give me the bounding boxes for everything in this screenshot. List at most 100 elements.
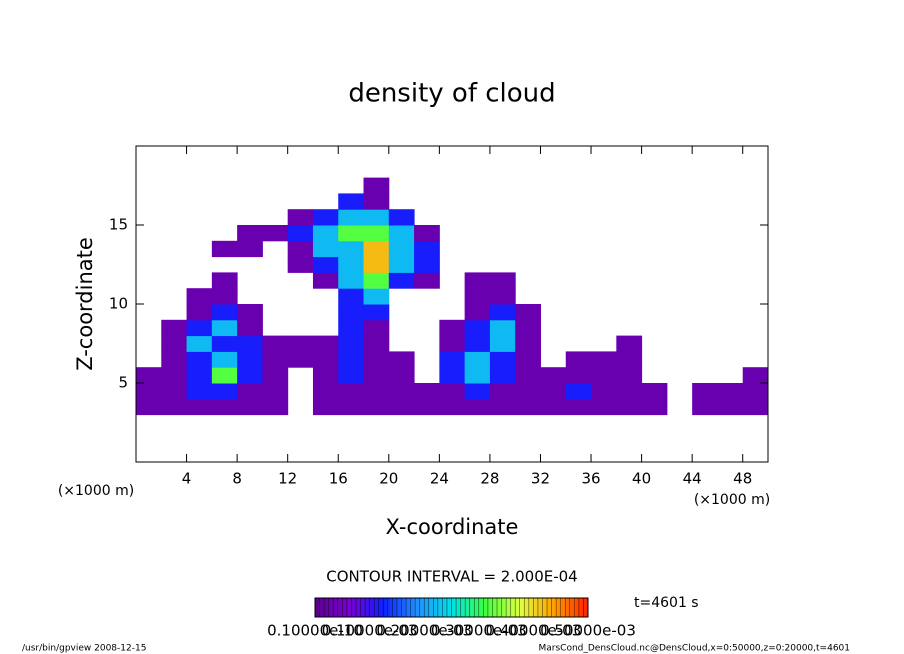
field-cell — [312, 383, 339, 400]
colorbar-label: 0.20000e-03 — [376, 622, 472, 640]
x-tick-label: 28 — [480, 470, 499, 488]
field-cell — [161, 351, 188, 368]
x-axis-label: X-coordinate — [386, 515, 519, 539]
field-cell — [363, 225, 390, 242]
field-cell — [211, 272, 238, 289]
field-cell — [186, 288, 213, 305]
x-tick-label: 44 — [683, 470, 702, 488]
field-cell — [312, 398, 339, 416]
field-cell — [287, 209, 314, 226]
colorbar-label: 0.10000e-03 — [322, 622, 418, 640]
field-cell — [515, 383, 541, 400]
field-cell — [591, 367, 617, 384]
field-cell — [262, 398, 289, 416]
field-cell — [742, 398, 769, 416]
field-cell — [237, 398, 263, 416]
field-cell — [439, 367, 466, 384]
x-tick-label: 20 — [379, 470, 398, 488]
field-cell — [186, 398, 213, 416]
field-cell — [237, 319, 263, 337]
field-cell — [591, 383, 617, 400]
field-cell — [363, 367, 390, 384]
field-cell — [489, 304, 516, 321]
field-cell — [489, 367, 516, 384]
chart-title: density of cloud — [348, 79, 555, 109]
field-cell — [616, 383, 643, 400]
field-cell — [616, 351, 643, 368]
field-cell — [464, 351, 491, 368]
y-tick-label: 5 — [118, 374, 128, 392]
field-cell — [388, 272, 415, 289]
field-cell — [237, 225, 263, 242]
field-cell — [363, 240, 390, 258]
field-cell — [363, 398, 390, 416]
field-cell — [312, 351, 339, 368]
field-cell — [161, 335, 188, 352]
field-cell — [136, 367, 162, 384]
field-cell — [312, 335, 339, 352]
x-tick-label: 16 — [329, 470, 348, 488]
field-cell — [186, 383, 213, 400]
field-cell — [388, 383, 415, 400]
field-cell — [186, 319, 213, 337]
field-cell — [262, 383, 289, 400]
field-cell — [237, 383, 263, 400]
footer-left: /usr/bin/gpview 2008-12-15 — [22, 644, 146, 654]
field-cell — [338, 335, 365, 352]
colorbar-label: 0.40000e-03 — [486, 622, 582, 640]
field-cell — [287, 240, 314, 258]
field-cell — [540, 383, 567, 400]
colorbar-label: 0.10000e-10 — [267, 622, 363, 640]
field-cell — [262, 367, 289, 384]
field-cell — [211, 240, 238, 258]
field-cell — [363, 288, 390, 305]
field-cell — [211, 335, 238, 352]
field-cell — [515, 319, 541, 337]
x-tick-label: 36 — [581, 470, 600, 488]
field-cell — [287, 225, 314, 242]
field-cell — [464, 383, 491, 400]
y-tick-label: 15 — [109, 216, 128, 234]
field-cell — [515, 398, 541, 416]
x-tick-label: 48 — [733, 470, 752, 488]
field-cell — [363, 177, 390, 194]
field-cell — [237, 304, 263, 321]
y-tick-label: 10 — [109, 295, 128, 313]
field-cell — [439, 319, 466, 337]
x-tick-label: 8 — [232, 470, 242, 488]
field-cell — [464, 319, 491, 337]
field-cell — [262, 225, 289, 242]
field-cell — [312, 240, 339, 258]
field-cell — [338, 319, 365, 337]
field-cell — [489, 335, 516, 352]
x-tick-label: 24 — [430, 470, 449, 488]
field-cell — [338, 398, 365, 416]
field-cell — [363, 193, 390, 210]
field-cell — [211, 383, 238, 400]
field-cell — [312, 225, 339, 242]
contour-interval: CONTOUR INTERVAL = 2.000E-04 — [326, 568, 577, 586]
field-cell — [565, 367, 592, 384]
field-cell — [211, 367, 238, 384]
footer-right: MarsCond_DensCloud.nc@DensCloud,x=0:5000… — [539, 644, 851, 654]
field-cell — [388, 351, 415, 368]
field-cell — [211, 351, 238, 368]
field-cell — [363, 209, 390, 226]
field-cell — [186, 304, 213, 321]
field-cell — [414, 398, 440, 416]
field-cell — [616, 335, 643, 352]
field-cell — [312, 256, 339, 273]
field-cell — [186, 335, 213, 352]
field-cell — [237, 351, 263, 368]
field-cell — [211, 288, 238, 305]
field-cell — [464, 398, 491, 416]
field-cell — [540, 398, 567, 416]
x-tick-label: 32 — [531, 470, 550, 488]
field-cell — [312, 272, 339, 289]
field-cell — [489, 398, 516, 416]
field-cell — [338, 304, 365, 321]
field-cell — [565, 398, 592, 416]
field-cell — [338, 193, 365, 210]
field-cell — [161, 398, 188, 416]
